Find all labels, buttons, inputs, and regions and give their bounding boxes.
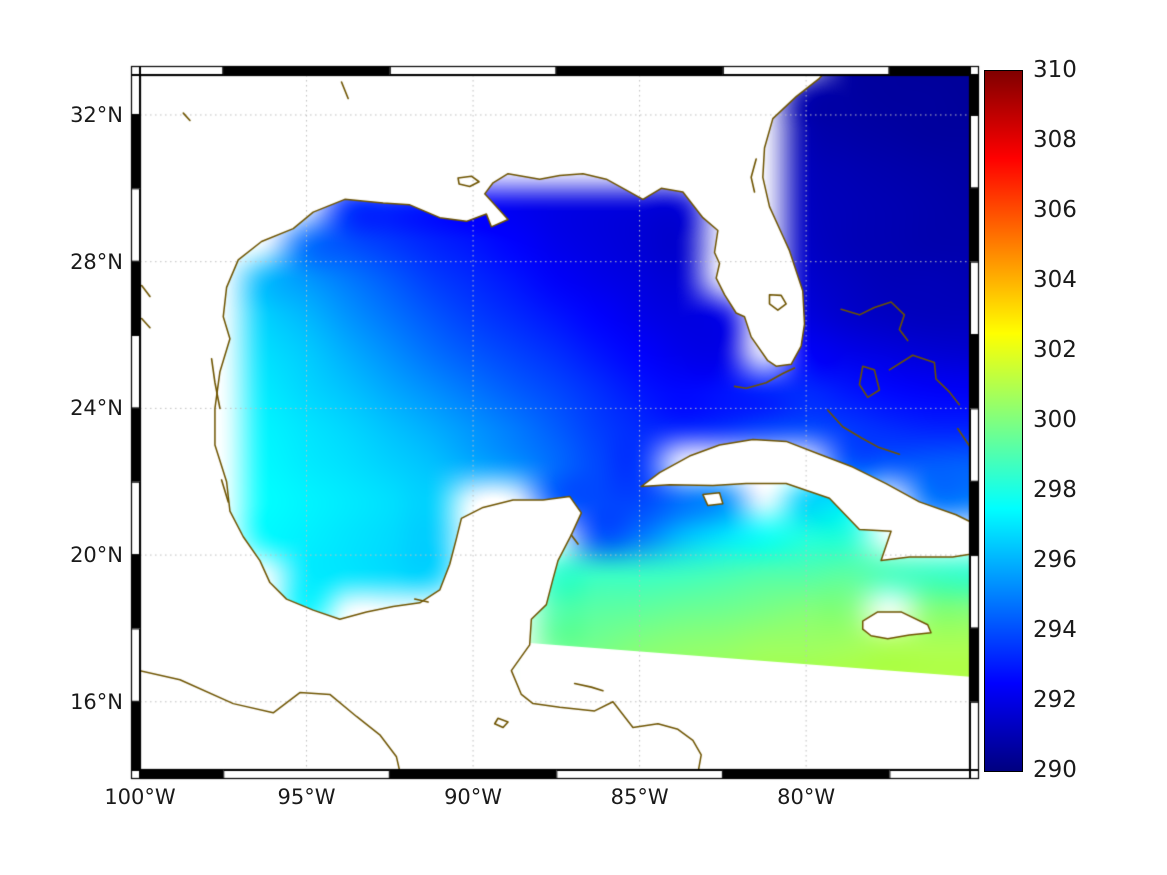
colorbar: [984, 70, 1023, 772]
